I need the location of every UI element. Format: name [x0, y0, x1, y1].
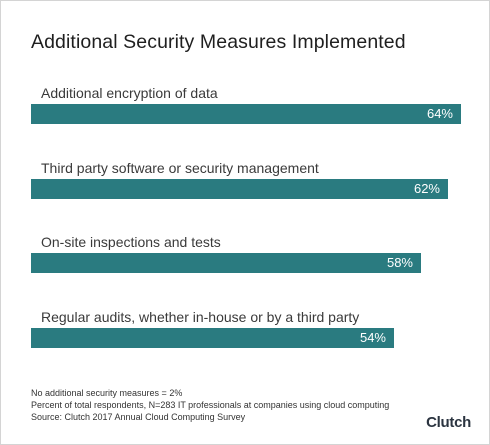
bar: 58%: [31, 253, 421, 273]
bar-category-label: Additional encryption of data: [41, 85, 218, 101]
bar-value-label: 58%: [386, 255, 413, 270]
bar: 64%: [31, 104, 461, 124]
bar-category-label: Regular audits, whether in-house or by a…: [41, 308, 360, 325]
bar-value-label: 54%: [359, 329, 386, 345]
footnote-no-additional: No additional security measures = 2%: [31, 388, 183, 398]
bar-value-label: 64%: [426, 106, 453, 121]
chart-title: Additional Security Measures Implemented: [31, 31, 406, 53]
bar-category-label: Third party software or security managem…: [41, 159, 319, 176]
clutch-logo: Clutch: [426, 414, 471, 431]
bar-category-label: On-site inspections and tests: [41, 234, 221, 250]
footnote-source: Source: Clutch 2017 Annual Cloud Computi…: [31, 412, 246, 422]
footnote-respondents: Percent of total respondents, N=283 IT p…: [31, 400, 390, 410]
bar: 54%: [31, 327, 394, 348]
bar-value-label: 62%: [413, 180, 440, 196]
bar: 62%: [31, 178, 448, 199]
